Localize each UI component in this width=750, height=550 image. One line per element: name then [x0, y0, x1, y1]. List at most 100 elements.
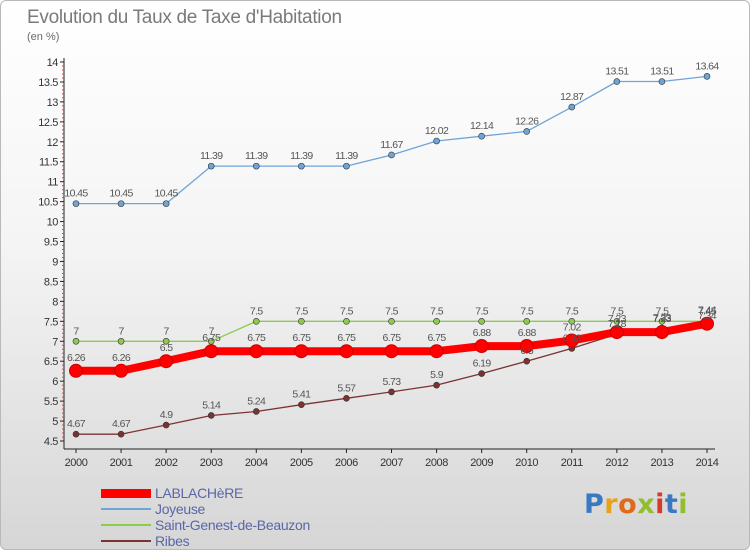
legend-label: LABLACHèRE [155, 485, 244, 501]
logo-letter: P [584, 489, 605, 520]
x-tick-label: 2008 [425, 457, 448, 469]
y-tick-label: 9.5 [44, 237, 58, 249]
data-label: 11.39 [290, 150, 313, 162]
data-point [433, 381, 440, 389]
data-point [207, 412, 215, 419]
data-point [339, 344, 354, 359]
data-label: 7.23 [653, 313, 672, 325]
y-tick-label: 8.5 [44, 276, 58, 288]
data-label: 12.14 [470, 120, 494, 132]
legend-swatch [101, 540, 151, 542]
data-point [249, 344, 264, 359]
series-saint-genest-de-beauzon [72, 318, 711, 345]
data-label: 6.19 [473, 358, 492, 370]
data-label: 10.45 [64, 188, 88, 200]
data-point [568, 318, 576, 325]
legend-label: Joyeuse [155, 501, 206, 517]
y-tick-label: 13 [47, 97, 59, 109]
data-label: 7.5 [656, 305, 670, 317]
data-point [298, 318, 305, 325]
data-label: 5.24 [247, 395, 266, 407]
y-tick-label: 12 [47, 137, 59, 149]
data-label: 6.75 [337, 332, 356, 344]
x-tick-label: 2004 [245, 457, 268, 469]
axes: 4.5 5 5.5 6 6.5 7 7.5 8 8.5 9 9.5 10 10.5 11 11.5 12 12.… [38, 57, 719, 469]
x-tick-label: 2013 [650, 457, 673, 469]
data-label: 5.14 [202, 399, 221, 411]
data-label: 6.26 [112, 352, 131, 364]
data-point [388, 318, 395, 325]
data-label: 7.5 [430, 305, 444, 317]
data-label: 7 [73, 325, 79, 337]
data-point [72, 200, 80, 207]
proxiti-logo: Proxiti [584, 489, 688, 520]
data-label: 6.88 [518, 327, 537, 339]
data-point [564, 333, 579, 348]
data-label: 6.75 [292, 332, 311, 344]
x-tick-label: 2001 [110, 457, 133, 469]
data-label: 7.5 [385, 305, 399, 317]
data-label: 4.9 [160, 409, 174, 421]
data-point [613, 78, 621, 85]
data-label: 5.9 [430, 369, 444, 381]
data-point [433, 318, 440, 325]
y-tick-label: 13.5 [38, 77, 58, 89]
data-point [523, 128, 531, 135]
unit-label: (en %) [27, 31, 60, 43]
y-tick-label: 5.5 [44, 396, 58, 408]
y-tick-label: 5 [52, 416, 58, 428]
data-label: 7.5 [475, 305, 489, 317]
data-label: 7.5 [520, 305, 534, 317]
data-point [523, 318, 531, 325]
data-point [478, 132, 485, 140]
data-label: 7.18 [608, 318, 627, 330]
data-point [703, 73, 711, 80]
data-point [117, 430, 125, 438]
data-point [654, 325, 669, 340]
data-point [72, 430, 80, 438]
data-point [162, 200, 170, 207]
series-lablach-re [69, 316, 714, 378]
data-point [117, 337, 125, 345]
y-tick-label: 4.5 [44, 436, 58, 448]
data-point [298, 401, 305, 408]
data-label: 6.88 [473, 327, 492, 339]
legend-swatch [101, 489, 151, 498]
y-tick-label: 6 [52, 376, 58, 388]
legend-swatch [101, 508, 151, 510]
data-point [700, 316, 714, 331]
data-point [519, 339, 534, 354]
data-point [294, 344, 309, 359]
data-label: 5.73 [382, 376, 401, 388]
data-point [252, 318, 260, 325]
data-label: 6.75 [247, 332, 266, 344]
data-point [429, 344, 444, 359]
data-point [568, 103, 576, 111]
logo-letter: x [637, 489, 656, 520]
data-label: 11.39 [245, 150, 268, 162]
data-point [658, 78, 666, 85]
y-tick-label: 8 [52, 296, 58, 308]
x-tick-label: 2003 [200, 457, 223, 469]
series-layer [69, 73, 714, 438]
series-joyeuse [72, 73, 711, 207]
data-point [658, 318, 666, 325]
chart-title: Evolution du Taux de Taxe d'Habitation [27, 7, 342, 28]
logo-letter: i [678, 489, 689, 520]
data-label: 6.82 [563, 332, 582, 344]
data-point [117, 200, 125, 207]
data-label: 13.51 [650, 66, 674, 78]
data-label: 7.45 [698, 305, 717, 317]
data-label: 5.57 [337, 382, 356, 394]
data-point [523, 357, 531, 365]
data-point [207, 162, 215, 170]
data-point [613, 318, 621, 325]
data-label: 7.5 [295, 305, 309, 317]
data-label: 10.45 [155, 188, 179, 200]
legend-label: Ribes [155, 533, 190, 549]
data-point [433, 137, 440, 145]
data-point [478, 370, 485, 377]
data-label: 4.67 [67, 418, 86, 430]
data-label: 7.5 [340, 305, 354, 317]
data-label-layer: 10.45 10.45 10.45 11.39 11.39 11.39 11.39 11.67… [64, 60, 720, 430]
